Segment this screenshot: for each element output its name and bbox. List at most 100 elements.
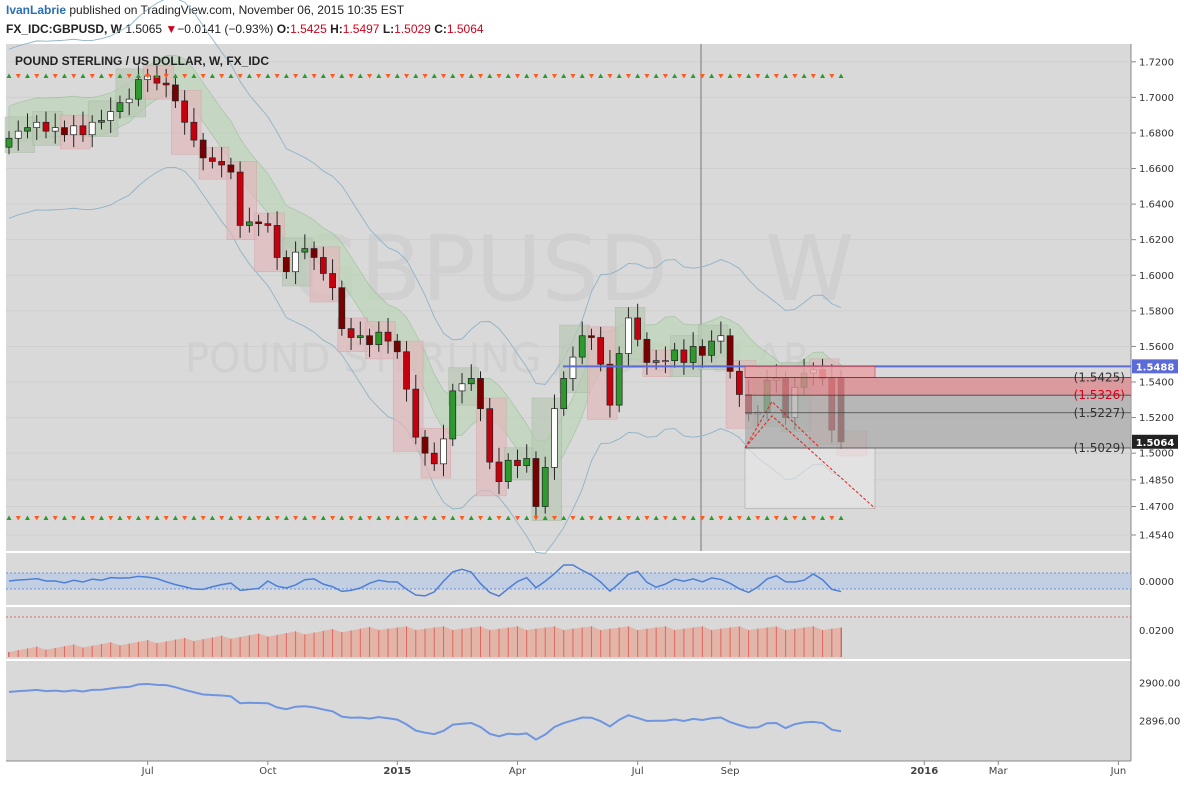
up-triangle-icon <box>838 73 844 78</box>
candle-body <box>467 378 475 385</box>
down-triangle-icon <box>755 516 761 521</box>
candle-body <box>33 121 41 128</box>
up-triangle-icon <box>727 73 733 78</box>
time-axis[interactable]: JulOct2015AprJulSep2016MarJun8 <box>141 761 1184 777</box>
signal-triangles <box>6 73 844 521</box>
up-triangle-icon <box>6 73 12 78</box>
candle-body <box>5 137 13 148</box>
candle-body <box>634 317 642 340</box>
projection-path-2 <box>744 415 876 509</box>
up-triangle-icon <box>394 73 400 78</box>
up-triangle-icon <box>635 515 641 520</box>
down-triangle-icon <box>514 516 520 521</box>
candle-body <box>236 171 244 226</box>
down-triangle-icon <box>496 74 502 79</box>
down-triangle-icon <box>237 516 243 521</box>
up-triangle-icon <box>246 73 252 78</box>
candle-body <box>264 223 272 226</box>
x-tick-label: 2016 <box>910 766 938 777</box>
down-triangle-icon <box>256 516 262 521</box>
level-label: (1.5029) <box>1074 441 1125 455</box>
x-tick-label: Apr <box>509 766 527 777</box>
up-triangle-icon <box>413 515 419 520</box>
down-triangle-icon <box>607 74 613 79</box>
candle-body <box>403 351 410 390</box>
x-tick-label: Mar <box>989 766 1009 777</box>
down-triangle-icon <box>810 74 816 79</box>
candle-body <box>135 79 142 100</box>
down-triangle-icon <box>533 516 539 521</box>
projection-path-1 <box>744 400 821 449</box>
down-triangle-icon <box>163 74 169 79</box>
candle-body <box>51 127 59 132</box>
up-triangle-icon <box>487 73 493 78</box>
down-triangle-icon <box>551 516 557 521</box>
up-triangle-icon <box>154 73 160 78</box>
candle-body <box>172 84 179 102</box>
price-axis[interactable]: 1.7200 1.7000 1.6800 1.6600 1.6400 1.6200 1.60… <box>1131 57 1178 541</box>
up-triangle-icon <box>579 515 585 520</box>
candle-body <box>107 111 115 121</box>
candle-body <box>486 408 494 463</box>
up-triangle-icon <box>468 73 474 78</box>
up-triangle-icon <box>246 515 252 520</box>
down-triangle-icon <box>755 74 761 79</box>
histogram-tick: 0.0200 <box>1139 626 1174 637</box>
candle-body <box>662 360 669 363</box>
candle-body <box>209 157 216 162</box>
up-triangle-icon <box>339 73 345 78</box>
last-price: 1.5065 <box>125 22 163 36</box>
up-triangle-icon <box>6 515 12 520</box>
down-triangle-icon <box>644 516 650 521</box>
down-triangle-icon <box>496 516 502 521</box>
y-tick-label: 1.7200 <box>1139 57 1174 68</box>
down-triangle-icon <box>718 516 724 521</box>
up-triangle-icon <box>561 515 567 520</box>
line-panel-bg <box>6 661 1131 761</box>
down-triangle-icon <box>422 74 428 79</box>
up-triangle-icon <box>598 73 604 78</box>
up-triangle-icon <box>376 515 382 520</box>
down-triangle-icon <box>311 74 317 79</box>
histogram-area <box>9 626 842 657</box>
candle-body <box>514 459 521 466</box>
down-triangle-icon <box>256 74 262 79</box>
down-triangle-icon <box>551 74 557 79</box>
author-link[interactable]: IvanLabrie <box>6 3 67 17</box>
candle-body <box>246 221 253 226</box>
candle-body <box>329 273 336 289</box>
candle-body <box>643 338 651 363</box>
candle-body <box>523 458 531 466</box>
y-tick-label: 1.5200 <box>1139 413 1174 424</box>
down-triangle-icon <box>792 516 798 521</box>
candle-body <box>116 102 124 112</box>
y-tick-label: 1.5800 <box>1139 306 1174 317</box>
down-triangle-icon <box>126 516 132 521</box>
down-triangle-icon <box>200 74 206 79</box>
down-triangle-icon <box>163 516 169 521</box>
down-triangle-icon <box>404 74 410 79</box>
supply-zone <box>744 365 876 378</box>
candle-body <box>449 390 457 440</box>
up-triangle-icon <box>61 515 67 520</box>
price-tag <box>1132 434 1178 449</box>
price-tag <box>1132 359 1178 374</box>
up-triangle-icon <box>80 73 86 78</box>
oscillator-band <box>6 573 1131 589</box>
up-triangle-icon <box>727 515 733 520</box>
down-triangle-icon <box>385 516 391 521</box>
up-triangle-icon <box>135 73 141 78</box>
candle-body <box>375 331 383 345</box>
up-triangle-icon <box>320 73 326 78</box>
candle-body <box>458 383 466 392</box>
candle-body <box>292 251 299 273</box>
y-tick-label: 1.5000 <box>1139 449 1174 460</box>
y-tick-label: 1.6200 <box>1139 235 1174 246</box>
up-triangle-icon <box>80 515 86 520</box>
y-tick-label: 1.4850 <box>1139 475 1174 486</box>
candle-body <box>412 388 420 438</box>
oscillator-line <box>8 564 842 597</box>
candle-body <box>597 337 605 365</box>
down-triangle-icon <box>219 516 225 521</box>
